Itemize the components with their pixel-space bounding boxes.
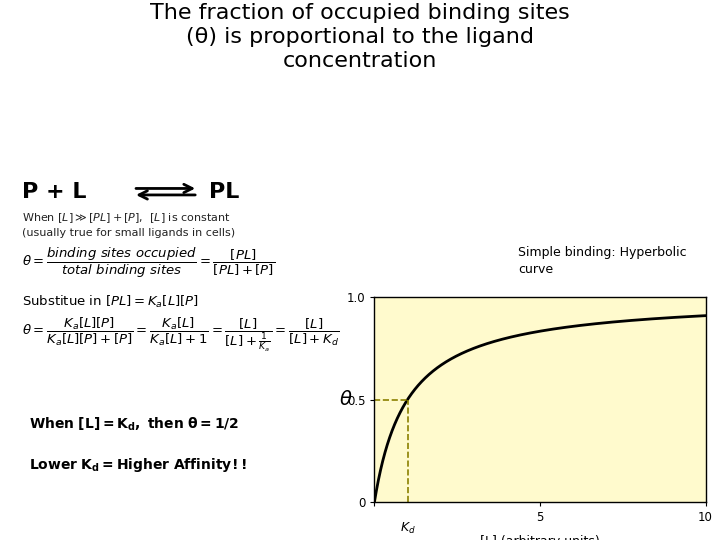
Text: $\mathbf{When\ [L] = K_{d},\ then\ \theta = 1/2}$: $\mathbf{When\ [L] = K_{d},\ then\ \thet… [29,416,238,433]
Text: $\theta = \dfrac{\mathit{binding\ sites\ occupied}}{\mathit{total\ binding\ site: $\theta = \dfrac{\mathit{binding\ sites\… [22,246,275,280]
Text: P + L: P + L [22,181,86,202]
Text: (usually true for small ligands in cells): (usually true for small ligands in cells… [22,228,235,238]
X-axis label: [L] (arbitrary units): [L] (arbitrary units) [480,535,600,540]
Text: $K_d$: $K_d$ [400,521,415,536]
Text: Substitue in $[PL] = K_a[L][P]$: Substitue in $[PL] = K_a[L][P]$ [22,294,199,310]
Text: $\theta$: $\theta$ [339,390,352,409]
Text: The fraction of occupied binding sites
(θ) is proportional to the ligand
concent: The fraction of occupied binding sites (… [150,3,570,71]
Text: PL: PL [209,181,239,202]
Text: When $[L] \gg [PL] + [P]$,  $[L]$ is constant: When $[L] \gg [PL] + [P]$, $[L]$ is cons… [22,212,230,226]
Text: $\theta = \dfrac{K_a[L][P]}{K_a[L][P]+[P]} = \dfrac{K_a[L]}{K_a[L]+1} = \dfrac{[: $\theta = \dfrac{K_a[L][P]}{K_a[L][P]+[P… [22,316,339,354]
Text: $\mathbf{Lower\ K_d = Higher\ Affinity!!}$: $\mathbf{Lower\ K_d = Higher\ Affinity!!… [29,456,246,474]
Text: Simple binding: Hyperbolic
curve: Simple binding: Hyperbolic curve [518,246,687,276]
